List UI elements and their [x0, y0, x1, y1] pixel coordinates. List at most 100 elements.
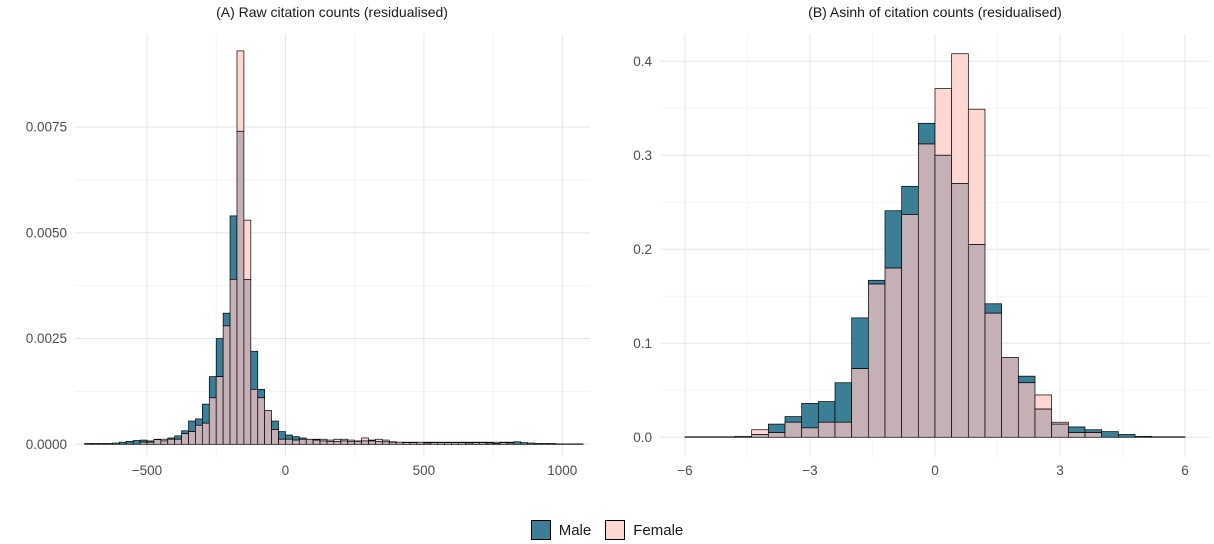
panel-a-raw-citations: −500 0 500 1000 0.0000 0.0025 0.0050 0.0075 (A) … — [26, 4, 590, 478]
y-tick-label: 0.3 — [633, 148, 652, 163]
bar-overlap — [395, 441, 404, 445]
bar-male — [257, 388, 266, 399]
bar-male — [851, 317, 869, 369]
bar-overlap — [361, 440, 369, 445]
bar-overlap — [1001, 357, 1019, 438]
bar-overlap — [884, 267, 903, 438]
bar-overlap — [409, 442, 418, 445]
legend-item-female: Female — [605, 520, 683, 540]
bar-overlap — [181, 433, 189, 445]
x-tick-label: 500 — [413, 463, 436, 478]
bar-male — [520, 442, 529, 445]
bar-overlap — [451, 442, 459, 445]
bar-male — [285, 434, 293, 440]
bar-overlap — [867, 283, 886, 438]
bar-overlap — [333, 440, 342, 445]
bar-male — [1017, 375, 1036, 384]
bar-male — [229, 215, 238, 280]
bar-overlap — [139, 441, 148, 445]
legend-key-female — [605, 520, 626, 540]
bar-overlap — [208, 397, 217, 445]
bar-overlap — [264, 410, 272, 445]
bar-male — [181, 430, 189, 435]
bar-overlap — [458, 442, 466, 445]
bar-overlap — [767, 432, 786, 438]
x-tick-label: 0 — [282, 463, 290, 478]
bar-overlap — [188, 431, 196, 445]
bar-overlap — [1067, 432, 1086, 438]
legend: Male Female — [0, 518, 1214, 542]
legend-key-male — [530, 520, 551, 540]
bar-male — [278, 431, 286, 440]
bar-female — [751, 429, 769, 435]
y-tick-label: 0.1 — [633, 336, 652, 351]
bar-male — [118, 441, 127, 445]
legend-label-female: Female — [633, 521, 684, 539]
bar-overlap — [784, 421, 803, 438]
bar-overlap — [160, 440, 169, 445]
bar-overlap — [934, 154, 953, 438]
bar-overlap — [416, 441, 425, 445]
y-tick-label: 0.0050 — [26, 225, 67, 240]
bar-overlap — [167, 438, 176, 445]
bar-female — [967, 108, 986, 245]
bar-male — [1067, 426, 1086, 433]
bar-male — [98, 443, 106, 445]
legend-label-male: Male — [558, 521, 592, 539]
bar-overlap — [506, 442, 515, 445]
y-tick-label: 0.0000 — [26, 437, 67, 452]
bar-overlap — [967, 244, 986, 438]
x-tick-label: −6 — [677, 463, 692, 478]
legend-item-male: Male — [530, 520, 592, 540]
bar-female — [934, 88, 953, 156]
x-tick-label: 0 — [931, 463, 939, 478]
bar-male — [534, 443, 542, 445]
bar-male — [105, 443, 113, 445]
bar-overlap — [801, 427, 819, 438]
bar-overlap — [326, 440, 335, 445]
bar-overlap — [444, 442, 452, 445]
bar-overlap — [485, 442, 494, 445]
bar-overlap — [375, 440, 383, 445]
x-tick-label: −500 — [132, 463, 162, 478]
bar-overlap — [319, 440, 328, 445]
bar-male — [527, 442, 535, 445]
bar-overlap — [984, 312, 1003, 438]
bar-male — [984, 303, 1003, 314]
bar-overlap — [478, 442, 487, 445]
bar-male — [1117, 434, 1136, 438]
bar-male — [817, 401, 836, 423]
x-tick-label: −3 — [802, 463, 817, 478]
bar-overlap — [146, 441, 155, 445]
bar-overlap — [465, 442, 473, 445]
x-tick-label: 3 — [1056, 463, 1064, 478]
bar-overlap — [423, 442, 432, 445]
bar-overlap — [817, 421, 836, 438]
bar-overlap — [499, 442, 508, 445]
bar-overlap — [312, 439, 321, 445]
bar-overlap — [471, 442, 480, 445]
bar-male — [513, 441, 522, 445]
bar-overlap — [430, 442, 439, 445]
bar-male — [125, 440, 134, 445]
bar-overlap — [734, 435, 753, 438]
bar-overlap — [340, 440, 349, 445]
bar-overlap — [278, 438, 286, 445]
panel-title: (A) Raw citation counts (residualised) — [216, 4, 448, 20]
bar-overlap — [402, 442, 411, 445]
bar-overlap — [354, 440, 362, 445]
bar-male — [215, 338, 224, 377]
bar-overlap — [834, 421, 853, 438]
bar-male — [112, 442, 120, 445]
bar-overlap — [851, 368, 869, 438]
bar-male — [1101, 431, 1119, 438]
bar-overlap — [1034, 408, 1053, 438]
bar-overlap — [368, 440, 376, 445]
y-tick-label: 0.2 — [633, 242, 652, 257]
bar-overlap — [951, 183, 969, 438]
bar-overlap — [243, 278, 252, 445]
bar-male — [867, 279, 886, 285]
y-tick-label: 0.0075 — [26, 120, 67, 135]
bar-male — [208, 376, 217, 399]
bar-overlap — [285, 438, 293, 445]
